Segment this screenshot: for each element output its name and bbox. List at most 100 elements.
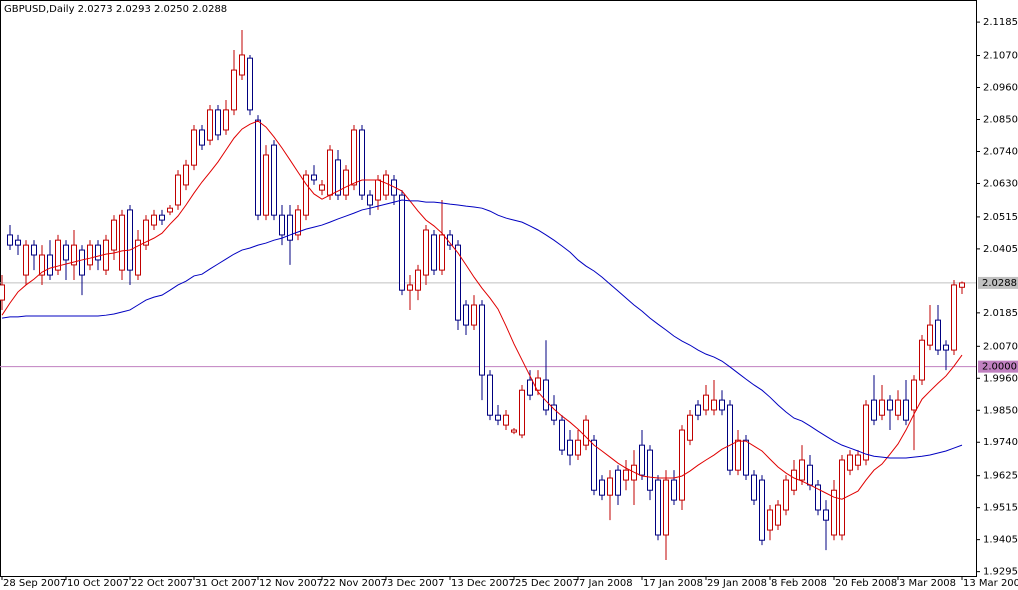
candle-body [135,239,141,276]
candle-body [215,109,221,136]
candle-body [167,207,173,213]
y-tick-label: 2.1070 [983,51,1018,62]
x-tick-label: 20 Feb 2008 [835,578,897,589]
y-tick-label: 2.0185 [983,308,1018,319]
chart-title: GBPUSD,Daily 2.0273 2.0293 2.0250 2.0288 [4,4,227,15]
x-tick-label: 13 Dec 2007 [451,578,515,589]
candle-body [47,254,53,276]
y-tick-label: 2.0515 [983,212,1018,223]
y-tick-label: 1.9960 [983,373,1018,384]
moving-average [1,120,963,500]
candle-body [463,304,469,326]
candle-body [455,244,461,321]
candle-body [575,439,581,456]
candle-body [175,174,181,206]
y-tick-label: 1.9405 [983,535,1018,546]
candle-body [143,219,149,246]
candle-body [687,414,693,441]
y-tick-label: 2.1185 [983,17,1018,28]
candle-body [671,479,677,501]
y-tick-label: 2.0405 [983,244,1018,255]
candle-body [71,244,77,266]
candle-body [903,399,909,421]
plot-frame [0,0,977,577]
candle-body [415,269,421,291]
candle-body [79,249,85,276]
candle-body [31,244,37,256]
candle-body [503,414,509,426]
candle-body [735,439,741,471]
candle-body [767,509,773,531]
candle-body [495,414,501,421]
candle-body [607,477,613,496]
candle-body [743,439,749,476]
candle-body [583,419,589,446]
candle-body [335,159,341,196]
candle-body [799,459,805,481]
candle-body [639,444,645,476]
candle-body [839,459,845,536]
candle-body [599,479,605,496]
candle-body [231,69,237,111]
candle-body [551,404,557,421]
candle-body [55,239,61,271]
candle-body [719,399,725,411]
candle-body [207,109,213,141]
candle-body [623,469,629,481]
candle-body [511,429,517,433]
y-tick-label: 1.9850 [983,405,1018,416]
candle-body [887,399,893,411]
candle-body [0,284,5,301]
candle-body [159,214,165,221]
candle-body [15,239,21,246]
candle-body [439,234,445,271]
price-label-box [978,276,1018,289]
candle-body [39,254,45,276]
x-tick-label: 8 Feb 2008 [771,578,827,589]
candle-body [319,184,325,191]
x-tick-label: 3 Mar 2008 [899,578,956,589]
candle-body [911,379,917,411]
candle-body [831,489,837,536]
x-tick-label: 31 Oct 2007 [195,578,257,589]
y-tick-label: 2.0960 [983,83,1018,94]
candle-body [63,244,69,261]
candle-body [543,379,549,411]
candle-body [559,419,565,451]
x-tick-label: 29 Jan 2008 [707,578,767,589]
candle-body [519,389,525,436]
candle-body [375,179,381,201]
candle-body [855,454,861,466]
candle-body [423,229,429,276]
candle-body [815,484,821,511]
candle-body [7,234,13,246]
x-tick-label: 28 Sep 2007 [3,578,66,589]
candle-body [783,479,789,511]
candle-body [727,404,733,471]
candle-body [703,394,709,411]
candle-body [399,194,405,291]
candle-body [655,479,661,536]
y-tick-label: 2.0070 [983,341,1018,352]
candle-body [263,154,269,216]
candle-body [103,239,109,271]
candle-body [191,129,197,166]
candle-body [247,57,253,111]
candle-body [183,164,189,186]
price-label: 2.0000 [982,362,1017,373]
candle-body [663,479,669,536]
candle-body [935,319,941,351]
candle-body [487,374,493,416]
candle-body [479,304,485,376]
candle-body [431,234,437,271]
x-tick-label: 3 Dec 2007 [387,578,445,589]
candle-body [343,169,349,196]
candle-body [327,149,333,196]
x-tick-label: 22 Nov 2007 [323,578,387,589]
y-tick-label: 2.0630 [983,178,1018,189]
candle-body [87,244,93,266]
candle-body [23,244,29,276]
candle-body [367,194,373,206]
